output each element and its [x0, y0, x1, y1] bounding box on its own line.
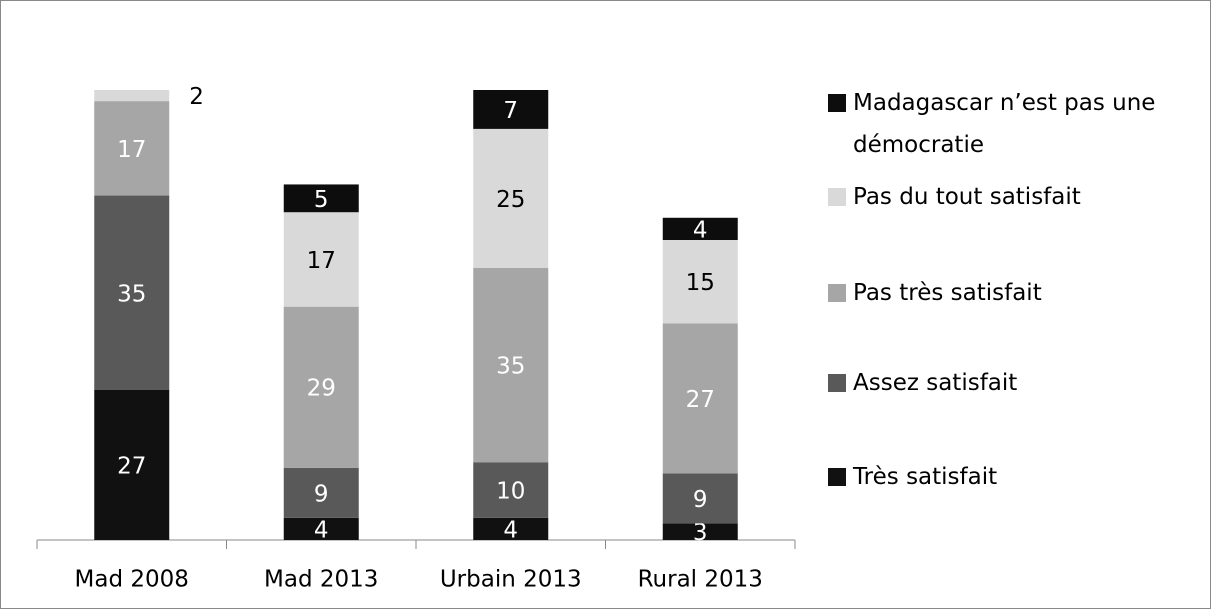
bar-segment — [283, 212, 359, 307]
data-label: 10 — [496, 479, 525, 505]
data-label: 5 — [314, 187, 329, 213]
data-label: 27 — [686, 387, 715, 413]
legend-swatch — [828, 374, 846, 392]
legend-item: Très satisfait — [828, 456, 1188, 498]
legend-label: Assez satisfait — [853, 370, 1018, 396]
data-label: 9 — [314, 481, 329, 507]
bar-segment — [662, 523, 738, 540]
data-label: 35 — [117, 281, 146, 307]
data-label: 17 — [307, 248, 336, 274]
data-label: 35 — [496, 354, 525, 380]
legend-item: Madagascar n’est pas une démocratie — [828, 82, 1188, 166]
bar-segment — [94, 90, 170, 102]
bar-segment — [662, 217, 738, 240]
bar-segment — [473, 517, 549, 540]
bar-segment — [94, 390, 170, 540]
bar-segment — [94, 101, 170, 196]
legend-label: Pas du tout satisfait — [853, 184, 1081, 210]
bar-segment — [662, 323, 738, 474]
legend-swatch — [828, 468, 846, 486]
legend-swatch — [828, 188, 846, 206]
data-label: 4 — [693, 217, 708, 243]
data-label: 3 — [693, 520, 708, 546]
legend-label: Madagascar n’est pas une démocratie — [853, 90, 1156, 158]
x-tick-label: Mad 2008 — [75, 567, 189, 593]
data-label: 15 — [686, 270, 715, 296]
data-label: 29 — [307, 376, 336, 402]
data-label: 7 — [503, 98, 518, 124]
data-label: 9 — [693, 487, 708, 513]
bar-segment — [473, 128, 549, 268]
x-tick-label: Rural 2013 — [638, 567, 763, 593]
bar-segment — [94, 195, 170, 390]
legend-label: Pas très satisfait — [853, 280, 1042, 306]
legend-swatch — [828, 284, 846, 302]
bar-segment — [283, 517, 359, 540]
legend-item: Assez satisfait — [828, 362, 1188, 404]
data-label: 2 — [189, 84, 204, 110]
data-label: 27 — [117, 454, 146, 480]
legend-swatch — [828, 94, 846, 112]
bar-segment — [283, 184, 359, 213]
data-label: 4 — [503, 517, 518, 543]
bar-segment — [473, 462, 549, 518]
data-label: 4 — [314, 517, 329, 543]
legend-label: Très satisfait — [853, 464, 998, 490]
x-tick-label: Mad 2013 — [264, 567, 378, 593]
legend-item: Pas très satisfait — [828, 272, 1188, 314]
legend-item: Pas du tout satisfait — [828, 176, 1188, 218]
data-label: 25 — [496, 187, 525, 213]
bar-segment — [662, 240, 738, 324]
data-label: 17 — [117, 137, 146, 163]
bar-segment — [283, 306, 359, 468]
bar-segment — [473, 267, 549, 463]
bar-segment — [283, 467, 359, 518]
bar-segment — [662, 473, 738, 524]
x-tick-label: Urbain 2013 — [440, 567, 582, 593]
bar-segment — [473, 90, 549, 129]
